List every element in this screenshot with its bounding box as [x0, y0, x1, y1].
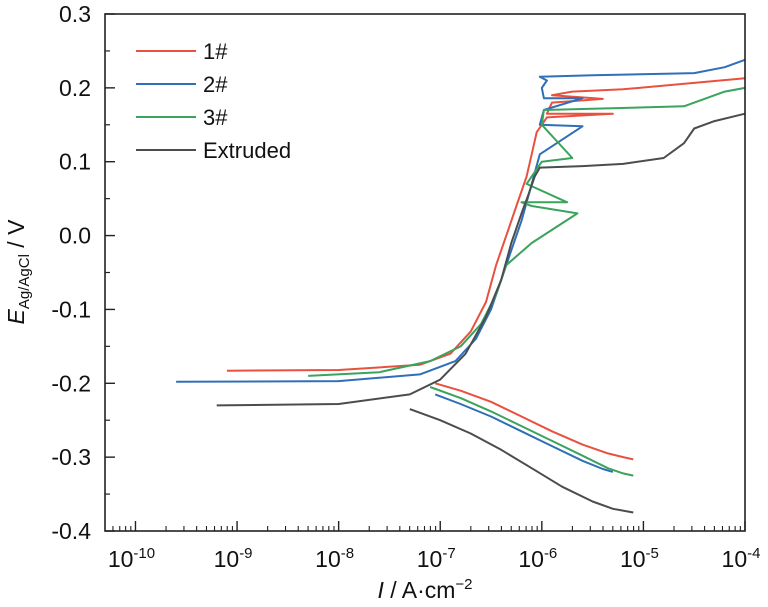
x-tick-label: 10-6	[518, 545, 557, 572]
y-tick-label: 0.2	[59, 75, 91, 101]
y-axis-title: EAg/AgCl / V	[3, 219, 33, 325]
legend-label: 3#	[203, 105, 228, 130]
y-tick-label: -0.2	[51, 370, 91, 396]
series-3--line	[308, 86, 746, 377]
x-tick-label: 10-9	[214, 545, 253, 572]
y-tick-label: 0.3	[59, 1, 91, 27]
x-tick-label: 10-7	[417, 545, 456, 572]
x-tick-label: 10-8	[315, 545, 354, 572]
y-tick-label: -0.4	[51, 518, 91, 544]
legend-label: 1#	[203, 39, 228, 64]
series-1-cathodic-line	[434, 382, 634, 461]
legend-label: Extruded	[203, 138, 291, 163]
y-tick-label: 0.0	[59, 223, 91, 249]
x-tick-label: 10-10	[108, 545, 155, 572]
y-tick-label: -0.3	[51, 444, 91, 470]
plot-frame	[104, 13, 746, 532]
series-2-cathodic-line	[434, 393, 614, 473]
y-tick-label: 0.1	[59, 149, 91, 175]
curves-layer	[176, 58, 746, 514]
legend: 1# 2# 3# Extruded	[136, 39, 291, 163]
series-extruded-cathodic-line	[409, 408, 634, 514]
legend-label: 2#	[203, 72, 228, 97]
series-3-cathodic-line	[429, 386, 634, 477]
series-1--line	[226, 77, 746, 372]
x-tick-label: 10-4	[722, 545, 761, 572]
x-axis: 10-10 10-9 10-8 10-7 10-6 10-5 10-4	[108, 521, 761, 572]
x-axis-title: I / A·cm−2	[377, 576, 472, 603]
series-2--line	[176, 58, 746, 383]
y-tick-label: -0.1	[51, 296, 91, 322]
series-extruded-line	[216, 112, 746, 407]
y-axis: 0.3 0.2 0.1 0.0 -0.1 -0.2 -0.3 -0.4	[51, 1, 115, 544]
x-tick-label: 10-5	[620, 545, 659, 572]
